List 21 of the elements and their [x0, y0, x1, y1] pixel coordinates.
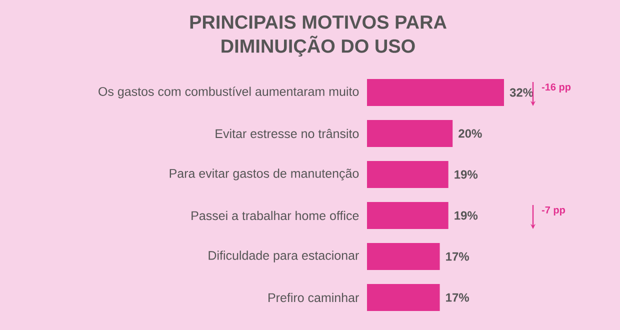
- bar: [367, 243, 440, 270]
- text: -7 pp: [542, 206, 566, 216]
- y-tick-label: Dificuldade para estacionar: [208, 250, 359, 262]
- y-tick-label: Passei a trabalhar home office: [192, 210, 359, 220]
- data-label: 20%: [458, 129, 482, 138]
- y-tick-label: Os gastos com combustível aumentaram muito: [98, 86, 359, 98]
- bar: [367, 120, 453, 148]
- data-label: 17%: [446, 252, 470, 261]
- data-label: 17%: [446, 293, 470, 302]
- y-tick-label: Evitar estresse no trânsito: [216, 128, 359, 138]
- data-label: 32%: [510, 88, 534, 97]
- y-tick-label: Para evitar gastos de manutenção: [170, 168, 359, 180]
- bar: [367, 79, 504, 106]
- data-label: 19%: [454, 211, 478, 220]
- chart-title: PRINCIPAIS MOTIVOS PARA DIMINUIÇÃO DO USO: [190, 15, 446, 57]
- text: -16 pp: [542, 83, 571, 93]
- y-tick-label: Prefiro caminhar: [268, 292, 359, 302]
- bar: [367, 284, 440, 312]
- data-label: 19%: [454, 170, 478, 179]
- bar: [367, 161, 448, 188]
- bar: [367, 202, 448, 230]
